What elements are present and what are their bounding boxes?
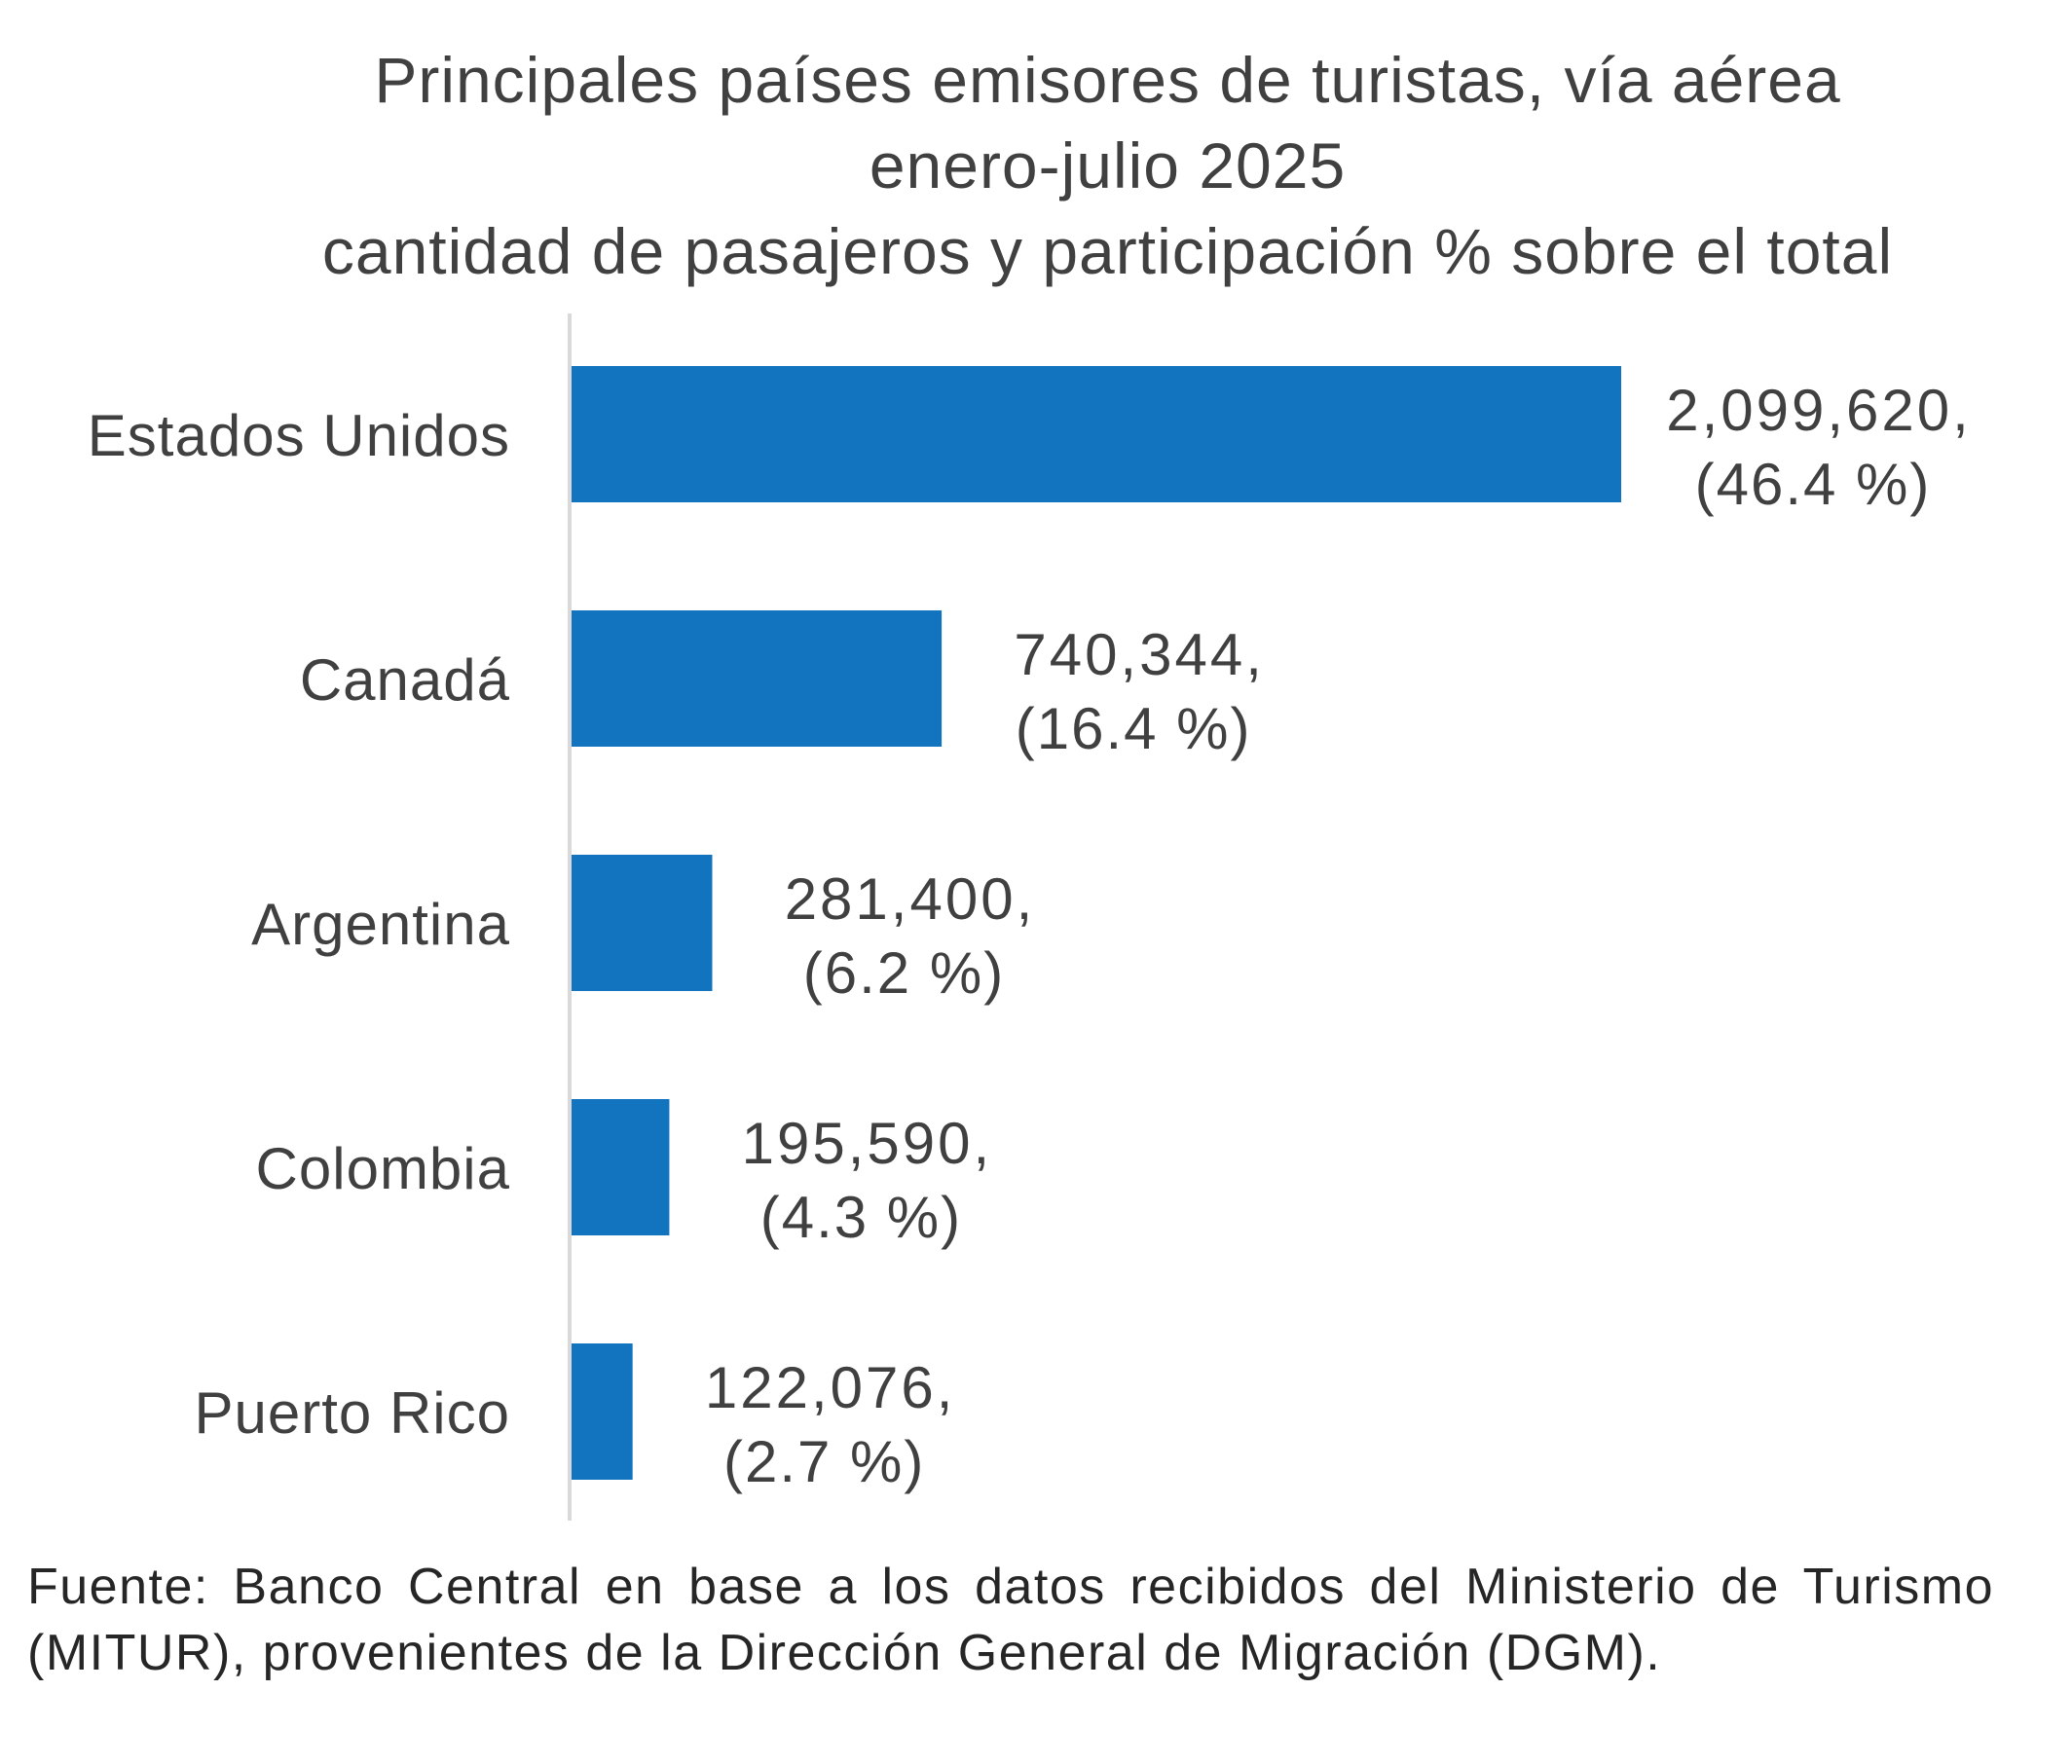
- value-label-1: 740,344,: [1014, 622, 1265, 687]
- category-label-4: Puerto Rico: [195, 1380, 510, 1446]
- chart-title-line-3: cantidad de pasajeros y participación % …: [321, 215, 1894, 287]
- bar-1: [572, 610, 943, 747]
- category-label-0: Estados Unidos: [88, 403, 510, 468]
- source-note: Fuente: Banco Central en base a los dato…: [27, 1559, 1994, 1681]
- percent-label-0: (46.4 %): [1695, 452, 1932, 517]
- chart-title-line-1: Principales países emisores de turistas,…: [374, 44, 1841, 116]
- percent-label-1: (16.4 %): [1016, 696, 1252, 761]
- value-label-0: 2,099,620,: [1666, 378, 1972, 443]
- percent-label-4: (2.7 %): [723, 1429, 925, 1494]
- chart-title: Principales países emisores de turistas,…: [146, 37, 2069, 294]
- value-label-2: 281,400,: [785, 866, 1036, 932]
- bar-2: [572, 855, 713, 991]
- percent-label-2: (6.2 %): [803, 940, 1005, 1006]
- percent-label-3: (4.3 %): [760, 1185, 962, 1250]
- value-label-3: 195,590,: [742, 1111, 993, 1176]
- category-label-2: Argentina: [251, 892, 510, 957]
- chart-title-line-2: enero-julio 2025: [869, 129, 1347, 202]
- category-label-1: Canadá: [300, 647, 510, 713]
- category-label-3: Colombia: [256, 1136, 510, 1201]
- bar-4: [572, 1343, 633, 1480]
- bar-3: [572, 1099, 670, 1235]
- value-label-4: 122,076,: [705, 1355, 956, 1420]
- bar-0: [572, 366, 1621, 502]
- bar-chart: Estados Unidos 2,099,620, (46.4 %) Canadá 74…: [88, 313, 1972, 1521]
